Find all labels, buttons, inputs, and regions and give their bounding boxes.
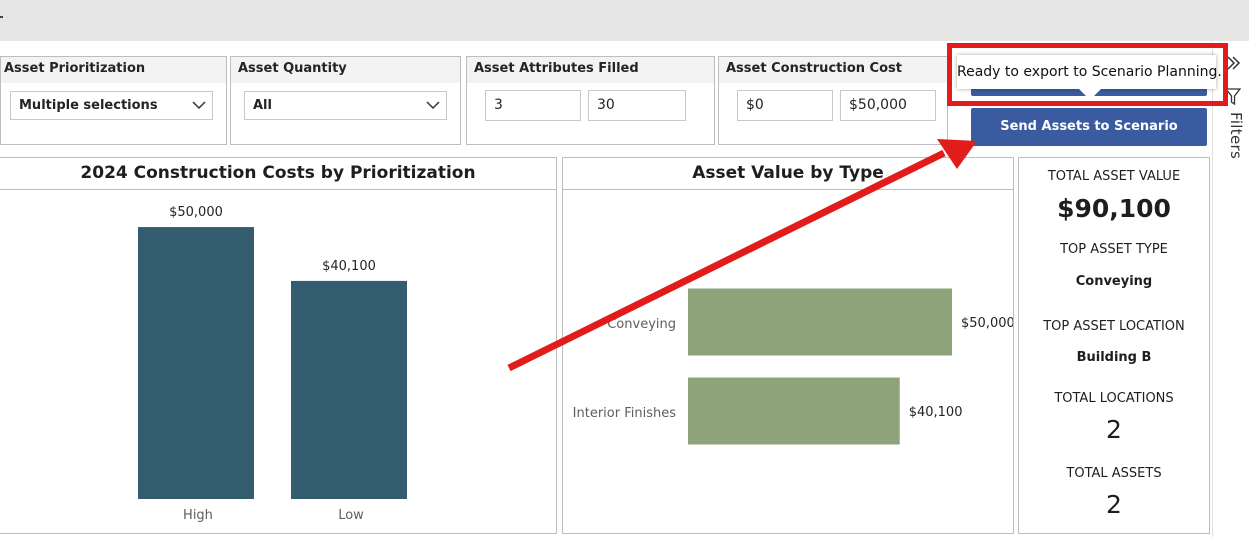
slicer-header: Asset Attributes Filled: [467, 57, 714, 83]
slicer-asset-prioritization: Asset Prioritization Multiple selections: [0, 56, 227, 145]
asset-value-svg: $50,000 Conveying $40,100 Interior Finishes: [573, 288, 1013, 445]
bar-data-label: $40,100: [322, 259, 376, 274]
bar-low: [291, 280, 407, 499]
filter-pane[interactable]: [1212, 41, 1249, 537]
top-asset-location-label: TOP ASSET LOCATION: [1043, 319, 1185, 334]
top-bar-tick: [0, 16, 3, 18]
quantity-dropdown[interactable]: All: [244, 91, 447, 120]
slicer-header: Asset Quantity: [231, 57, 460, 83]
top-asset-type-label: TOP ASSET TYPE: [1060, 242, 1168, 257]
chart-title: Asset Value by Type: [692, 163, 884, 183]
tooltip-tail: [1078, 88, 1102, 100]
top-asset-location: Building B: [1076, 350, 1152, 365]
double-chevron-right-icon[interactable]: [1225, 55, 1241, 71]
chart-title-bar: Asset Value by Type: [563, 158, 1013, 190]
slicer-title: Asset Prioritization: [4, 61, 146, 76]
chevron-down-icon: [192, 101, 206, 110]
kpi-card: TOTAL ASSET VALUE $90,100 TOP ASSET TYPE…: [1018, 157, 1210, 534]
slicer-asset-construction-cost: Asset Construction Cost $0 $50,000: [718, 56, 948, 145]
attributes-max-input[interactable]: 30: [588, 90, 686, 121]
x-tick-label: High: [183, 508, 213, 523]
total-asset-value: $90,100: [1057, 194, 1171, 223]
export-tooltip: Ready to export to Scenario Planning.: [957, 55, 1222, 89]
bar-conveying: [688, 288, 952, 356]
top-bar: [0, 0, 1249, 41]
dropdown-value: All: [253, 98, 272, 113]
slicer-title: Asset Attributes Filled: [474, 61, 639, 76]
construction-costs-chart: 2024 Construction Costs by Prioritizatio…: [0, 157, 557, 534]
slicer-asset-attributes-filled: Asset Attributes Filled 3 30: [466, 56, 715, 145]
chart-title: 2024 Construction Costs by Prioritizatio…: [80, 163, 476, 183]
filters-pane-label[interactable]: Filters: [1227, 112, 1245, 160]
chevron-down-icon: [426, 101, 440, 110]
bar-interior-finishes: [688, 377, 900, 445]
total-locations: 2: [1106, 415, 1122, 444]
x-tick-label: Low: [338, 508, 364, 523]
bar-data-label: $50,000: [961, 316, 1013, 331]
slicer-header: Asset Construction Cost: [719, 57, 947, 83]
y-tick-label: Conveying: [607, 317, 676, 332]
bar-high: [138, 227, 254, 499]
top-asset-type: Conveying: [1075, 274, 1153, 289]
annotation-arrow-line: [507, 149, 946, 372]
y-tick-label: Interior Finishes: [573, 406, 677, 421]
chart-title-bar: 2024 Construction Costs by Prioritizatio…: [0, 158, 556, 190]
total-assets-label: TOTAL ASSETS: [1066, 466, 1162, 481]
bar-data-label: $50,000: [169, 205, 223, 220]
bar-data-label: $40,100: [909, 405, 963, 420]
total-locations-label: TOTAL LOCATIONS: [1054, 391, 1174, 406]
annotation-arrow-head: [937, 139, 977, 169]
slicer-title: Asset Construction Cost: [726, 61, 902, 76]
annotation-highlight-box: [947, 43, 1228, 106]
attributes-min-input[interactable]: 3: [485, 90, 581, 121]
dropdown-value: Multiple selections: [19, 98, 158, 113]
funnel-icon[interactable]: [1225, 88, 1241, 106]
construction-costs-svg: $50,000 High $40,100 Low: [138, 205, 407, 523]
slicer-header: Asset Prioritization: [1, 57, 226, 83]
slicer-asset-quantity: Asset Quantity All: [230, 56, 461, 145]
prioritization-dropdown[interactable]: Multiple selections: [10, 91, 213, 120]
cost-max-input[interactable]: $50,000: [840, 90, 936, 121]
slicer-title: Asset Quantity: [238, 61, 347, 76]
total-asset-value-label: TOTAL ASSET VALUE: [1047, 169, 1181, 184]
total-assets: 2: [1106, 490, 1122, 519]
cost-min-input[interactable]: $0: [737, 90, 833, 121]
